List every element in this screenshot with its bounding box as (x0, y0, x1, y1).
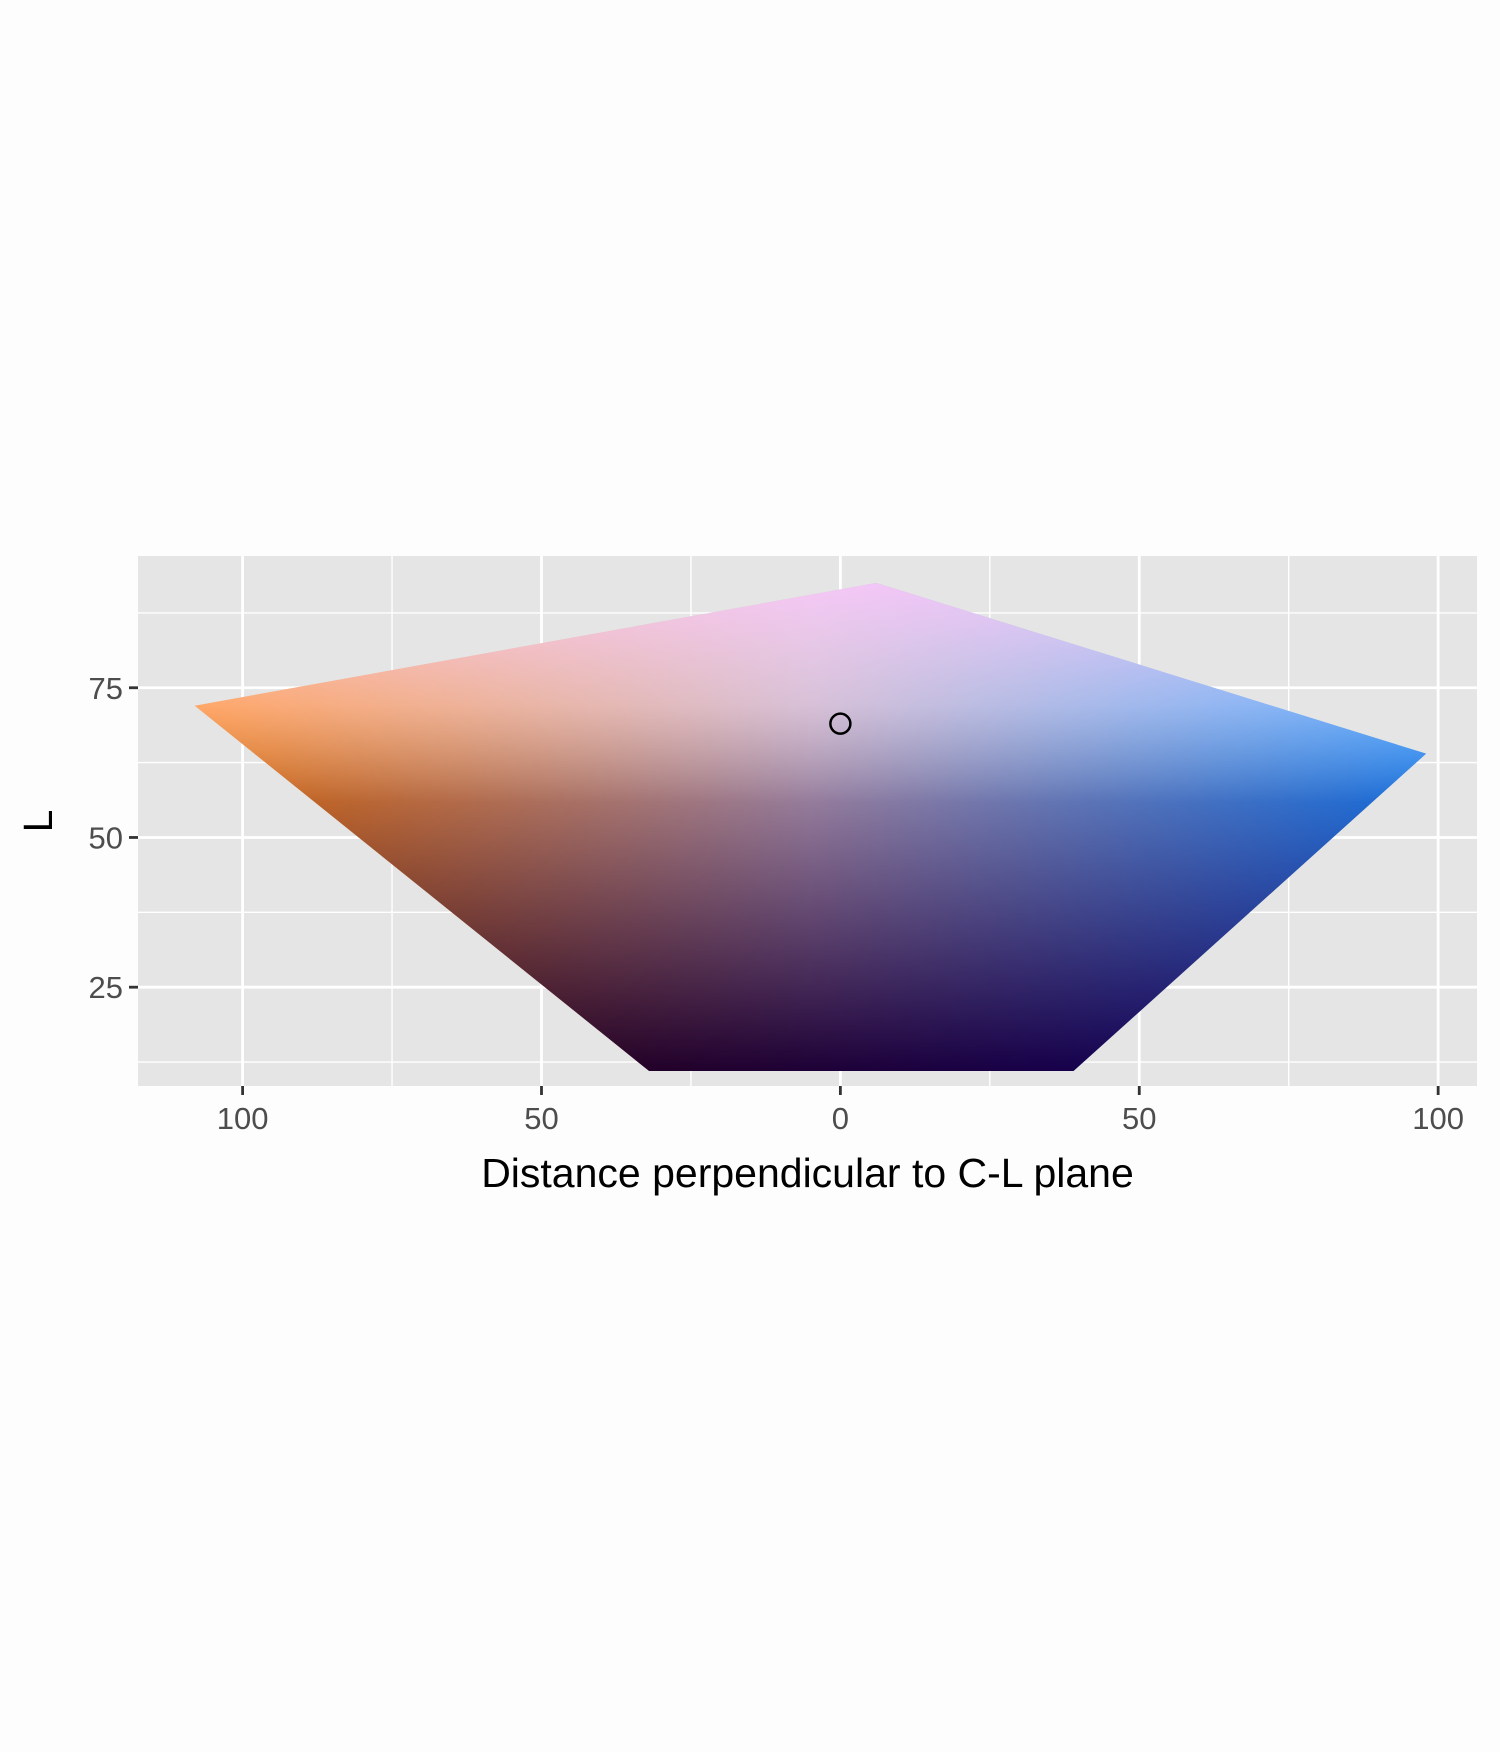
x-axis-title: Distance perpendicular to C-L plane (481, 1150, 1134, 1196)
reference-point-marker (829, 712, 852, 735)
x-tick-label: 50 (1122, 1101, 1156, 1136)
x-tick-label: 50 (524, 1101, 558, 1136)
x-tick-label: 0 (832, 1101, 849, 1136)
y-tick-label: 50 (89, 820, 123, 855)
y-axis-ticks: 25 50 75 (89, 671, 138, 1005)
x-tick-label: 100 (1412, 1101, 1464, 1136)
x-tick-label: 100 (217, 1101, 269, 1136)
y-tick-label: 25 (89, 970, 123, 1005)
y-axis-title: L (15, 810, 61, 833)
x-axis-ticks: 100 50 0 50 100 (217, 1086, 1464, 1136)
y-tick-label: 75 (89, 671, 123, 706)
